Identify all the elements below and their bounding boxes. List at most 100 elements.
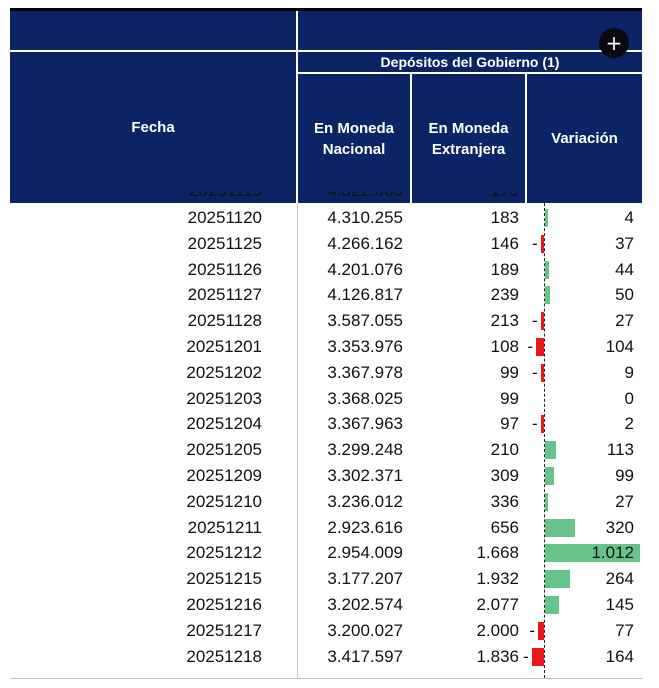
table-row: 20251211 2.923.616 656 320 <box>10 515 642 541</box>
cell-fecha: 20251128 <box>187 311 262 331</box>
negative-sign: - <box>532 414 538 434</box>
cell-moneda-nacional: 4.201.076 <box>327 259 403 279</box>
top-border <box>10 8 642 11</box>
table-body: 20251120 4.310.255 183 4 20251125 4.266.162 14… <box>10 203 642 678</box>
cell-variacion: 320 <box>605 517 634 537</box>
variacion-bar-negative <box>536 338 544 356</box>
plus-icon: + <box>605 31 623 55</box>
cell-moneda-extranjera: 146 <box>490 233 519 253</box>
variacion-bar-negative <box>538 621 544 640</box>
cell-moneda-nacional: 4.126.817 <box>327 285 403 305</box>
negative-sign: - <box>532 362 538 382</box>
table-row: 20251205 3.299.248 210 113 <box>10 437 642 463</box>
add-button[interactable]: + <box>599 28 629 58</box>
cell-moneda-extranjera: 656 <box>490 517 519 537</box>
column-header-mn-line1: En Moneda <box>313 119 394 137</box>
variacion-bar-positive <box>545 209 548 227</box>
cell-moneda-nacional: 3.368.025 <box>327 388 403 408</box>
data-table: Depósitos del Gobierno (1) Fecha En Mone… <box>10 8 642 682</box>
column-separator <box>297 203 298 678</box>
cell-variacion: 264 <box>605 569 634 589</box>
column-header-me-line1: En Moneda <box>428 119 509 137</box>
column-header-mn-line2: Nacional <box>322 140 386 158</box>
cell-variacion: 113 <box>606 440 634 460</box>
table-row: 20251127 4.126.817 239 50 <box>10 282 642 308</box>
cell-fecha: 20251216 <box>186 595 262 614</box>
cell-moneda-nacional: 3.236.012 <box>327 491 403 511</box>
variacion-bar-negative <box>541 234 544 253</box>
cell-variacion: 104 <box>605 337 634 356</box>
variacion-bar-positive <box>545 492 548 511</box>
cell-moneda-extranjera: 1.668 <box>476 543 519 563</box>
cell-fecha: 20251212 <box>186 543 262 563</box>
column-header-fecha[interactable]: Fecha <box>10 52 296 203</box>
table-row: 20251210 3.236.012 336 27 <box>10 489 642 515</box>
table-row: 20251217 3.200.027 2.000 77 - <box>10 618 642 644</box>
cell-moneda-nacional: 3.367.963 <box>327 414 403 434</box>
cell-variacion: 27 <box>615 491 634 511</box>
table-row: 20251212 2.954.009 1.668 1.012 <box>10 540 642 566</box>
variacion-bar-negative <box>541 415 544 434</box>
cell-moneda-extranjera: 183 <box>490 208 519 227</box>
cell-fecha: 20251202 <box>186 362 262 382</box>
cell-moneda-extranjera: 99 <box>500 362 519 382</box>
negative-sign: - <box>529 620 536 640</box>
cell-variacion: 37 <box>615 233 634 253</box>
column-header-variacion[interactable]: Variación <box>527 74 642 203</box>
cell-moneda-nacional: 3.177.207 <box>327 569 403 589</box>
negative-sign: - <box>523 646 529 666</box>
cell-variacion: 0 <box>624 388 634 408</box>
cell-moneda-extranjera: 336 <box>490 491 519 511</box>
cell-variacion: 44 <box>615 259 634 279</box>
cell-moneda-nacional: 3.299.248 <box>327 440 403 460</box>
variacion-zero-axis <box>544 203 545 678</box>
variacion-bar-negative <box>541 363 544 382</box>
cell-fecha: 20251209 <box>186 466 262 485</box>
cell-fecha: 20251217 <box>186 620 262 640</box>
group-header: Depósitos del Gobierno (1) <box>298 52 642 72</box>
cell-moneda-extranjera: 309 <box>490 466 519 485</box>
variacion-bar-positive <box>545 544 640 563</box>
negative-sign: - <box>532 311 538 331</box>
column-header-moneda-nacional[interactable]: En Moneda Nacional <box>298 74 410 203</box>
cell-moneda-extranjera: 1.836 <box>476 646 519 666</box>
header-top-band <box>298 11 642 50</box>
variacion-bar-positive <box>545 570 570 589</box>
cell-variacion: 164 <box>605 646 634 666</box>
cell-moneda-extranjera: 2.077 <box>476 595 519 614</box>
table-row: 20251204 3.367.963 97 2 - <box>10 411 642 437</box>
table-row: 20251209 3.302.371 309 99 <box>10 463 642 489</box>
cell-fecha: 20251205 <box>186 440 262 460</box>
cell-fecha: 20251126 <box>187 259 262 279</box>
cell-fecha: 20251203 <box>186 388 262 408</box>
cell-moneda-nacional: 3.367.978 <box>327 362 403 382</box>
cell-moneda-nacional: 3.202.574 <box>327 595 403 614</box>
column-header-me-line2: Extranjera <box>431 140 506 158</box>
cell-variacion: 1.012 <box>591 543 634 563</box>
cell-fecha: 20251211 <box>187 517 262 537</box>
table-row: 20251202 3.367.978 99 9- <box>10 360 642 386</box>
cell-variacion: 4 <box>624 208 634 227</box>
cell-moneda-nacional: 4.266.162 <box>327 233 403 253</box>
cell-variacion: 2 <box>624 414 634 434</box>
cell-moneda-nacional: 3.353.976 <box>327 337 403 356</box>
cell-fecha: 20251201 <box>186 337 262 356</box>
variacion-bar-positive <box>545 286 550 305</box>
cell-fecha: 20251210 <box>186 491 262 511</box>
variacion-bar-positive <box>545 518 576 537</box>
cell-moneda-nacional: 3.302.371 <box>327 466 403 485</box>
table-row: 20251215 3.177.207 1.932 264 <box>10 566 642 592</box>
variacion-bar-positive <box>545 260 550 279</box>
cell-moneda-extranjera: 239 <box>490 285 519 305</box>
column-header-moneda-extranjera[interactable]: En Moneda Extranjera <box>412 74 525 203</box>
partial-row-fecha: 20251119 <box>10 192 262 204</box>
cell-moneda-nacional: 2.923.616 <box>327 517 403 537</box>
table-row: 20251203 3.368.025 99 0 <box>10 386 642 412</box>
table-row: 20251120 4.310.255 183 4 <box>10 205 642 231</box>
cell-moneda-extranjera: 108 <box>490 337 519 356</box>
cell-moneda-nacional: 3.417.597 <box>327 646 403 666</box>
partial-row-mn: 4.322.060 <box>298 192 403 204</box>
table-row: 20251126 4.201.076 189 44 <box>10 257 642 283</box>
bottom-border <box>10 678 642 679</box>
table-row: 20251125 4.266.162 146 37 - <box>10 231 642 257</box>
